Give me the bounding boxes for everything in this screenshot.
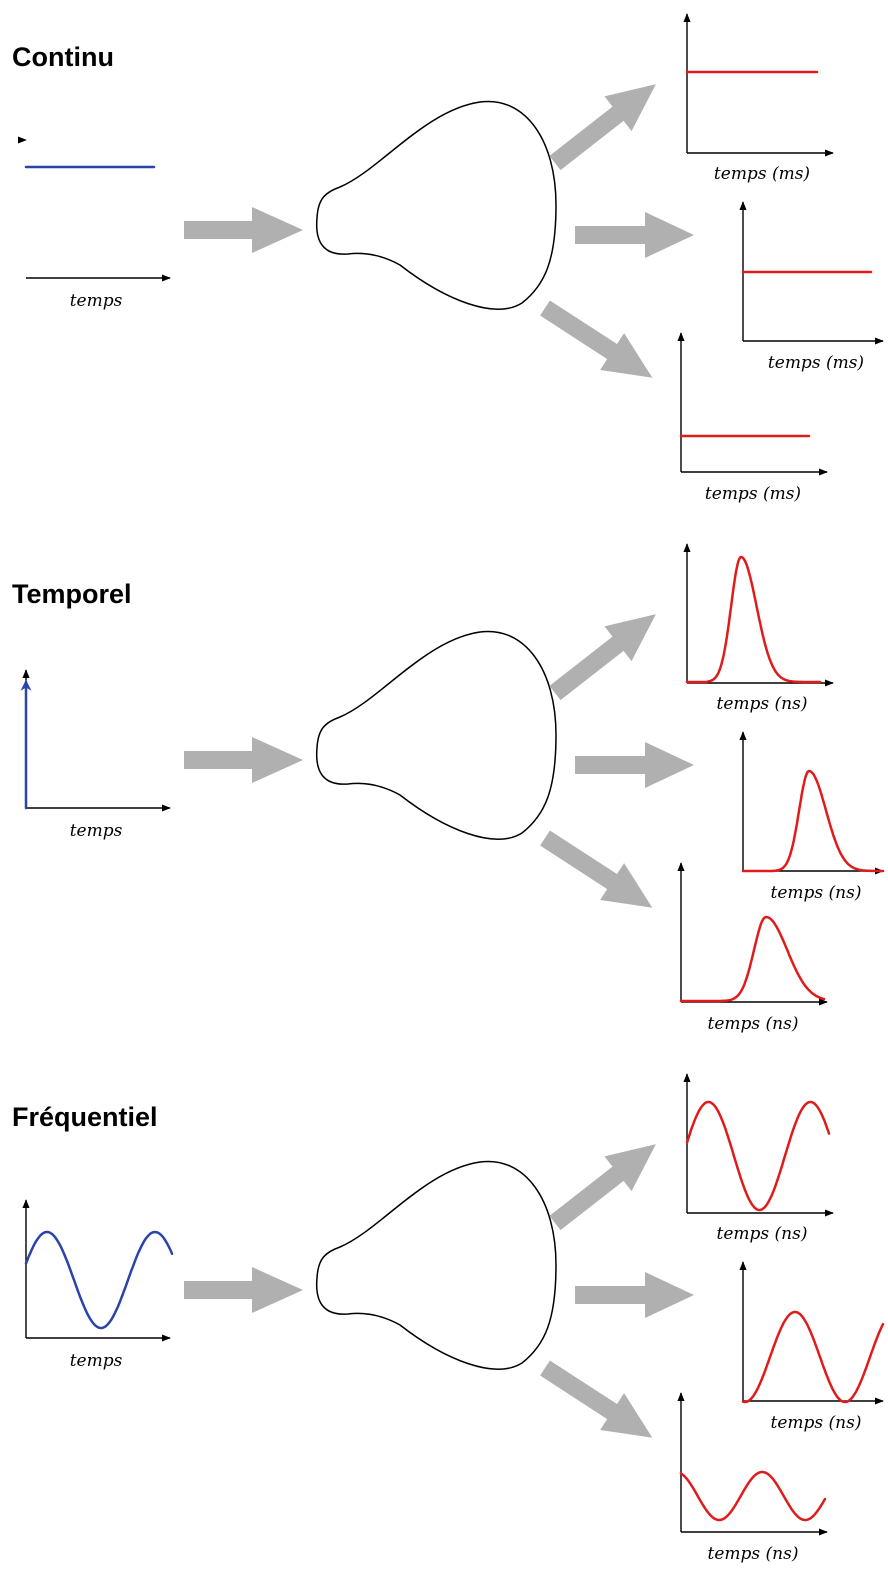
output-arrow-up [549, 1144, 656, 1231]
output-signal [685, 1100, 831, 1212]
output-plot-bottom: temps (ms) [677, 332, 828, 504]
x-axis-label: temps (ns) [708, 1014, 799, 1034]
input-plot: temps [22, 1199, 174, 1371]
x-axis-label: temps (ms) [768, 353, 864, 373]
output-arrow-mid [575, 1272, 694, 1318]
x-axis-label: temps (ms) [705, 484, 801, 504]
output-signal [685, 555, 822, 684]
output-plot-middle: temps (ns) [739, 1261, 885, 1433]
output-arrow-up [549, 614, 656, 701]
output-plot-top: temps (ms) [683, 13, 834, 184]
section-frequentiel: Fréquentiel temps temps (ns) temps (ns) [12, 1073, 885, 1564]
output-plot-middle: temps (ns) [739, 731, 885, 903]
x-axis-label: temps (ns) [771, 1413, 862, 1433]
scattering-medium [315, 100, 557, 310]
input-arrow [184, 737, 303, 783]
x-axis-label: temps (ns) [717, 1224, 808, 1244]
input-signal [24, 1230, 174, 1330]
output-arrow-mid [575, 742, 694, 788]
output-signal [741, 769, 885, 873]
x-axis-label: temps [70, 821, 123, 841]
x-axis-label: temps (ns) [771, 883, 862, 903]
x-axis-label: temps (ns) [708, 1544, 799, 1564]
output-arrow-down [540, 830, 653, 908]
section-temporel: Temporel temps temps (ns) temps (ns) [12, 543, 885, 1034]
x-axis-label: temps (ns) [717, 694, 808, 714]
scattering-medium [315, 630, 557, 840]
output-plot-bottom: temps (ns) [677, 1392, 828, 1564]
input-plot: temps [20, 669, 171, 841]
output-arrow-mid [575, 212, 694, 258]
x-axis-label: temps [70, 291, 123, 311]
input-arrow [184, 1267, 303, 1313]
x-axis-label: temps [70, 1351, 123, 1371]
output-arrow-down [540, 300, 653, 378]
x-axis-label: temps (ms) [714, 164, 810, 184]
output-signal [679, 915, 826, 1003]
output-signal [679, 1470, 827, 1522]
section-title: Fréquentiel [12, 1102, 158, 1132]
section-continu: Continu temps temps (ms) temps (ms) [12, 13, 884, 504]
output-plot-top: temps (ns) [683, 543, 834, 714]
section-title: Continu [12, 42, 114, 72]
input-plot: temps [24, 165, 171, 311]
output-plot-middle: temps (ms) [739, 201, 884, 373]
output-plot-bottom: temps (ns) [677, 862, 828, 1034]
input-arrow [184, 207, 303, 253]
output-arrow-up [549, 84, 656, 171]
output-signal [741, 1310, 885, 1404]
scattering-medium [315, 1160, 557, 1370]
section-title: Temporel [12, 579, 132, 609]
output-plot-top: temps (ns) [683, 1073, 834, 1244]
output-arrow-down [540, 1360, 653, 1438]
